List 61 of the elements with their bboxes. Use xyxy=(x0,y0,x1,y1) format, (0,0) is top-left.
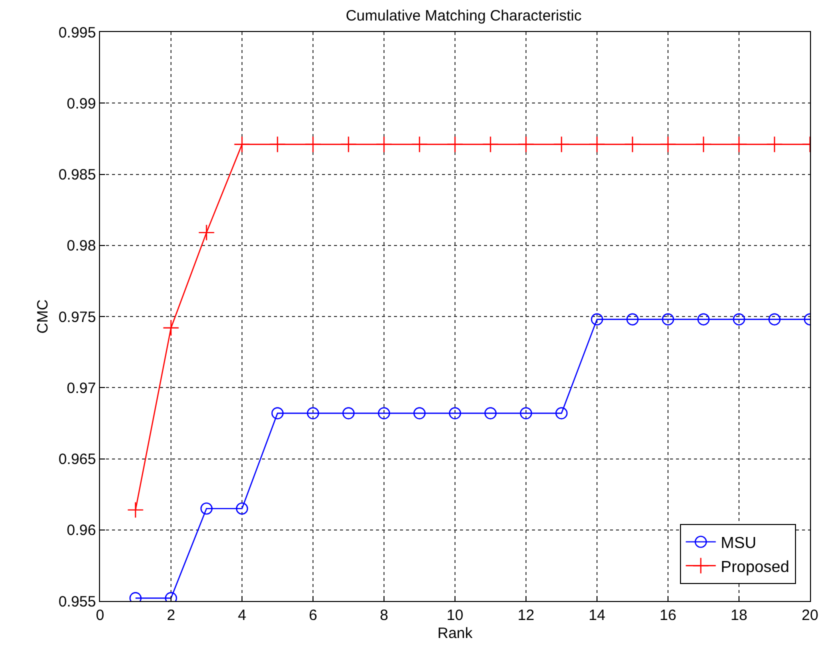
point xyxy=(446,136,464,153)
point xyxy=(482,136,499,153)
chart-title: Cumulative Matching Characteristic xyxy=(346,7,582,24)
point xyxy=(732,313,746,326)
x-tick-label: 0 xyxy=(96,607,104,624)
point xyxy=(555,407,568,420)
point xyxy=(162,320,180,336)
point xyxy=(626,313,639,326)
point xyxy=(234,136,250,153)
point xyxy=(588,136,606,153)
point xyxy=(662,313,674,326)
point xyxy=(342,407,355,420)
point xyxy=(448,407,462,420)
point xyxy=(553,136,570,153)
point xyxy=(730,136,748,153)
point xyxy=(695,136,712,153)
point xyxy=(484,407,497,420)
y-tick-label: 0.97 xyxy=(66,380,96,397)
point xyxy=(624,136,641,153)
point xyxy=(660,136,676,153)
point xyxy=(413,407,426,420)
point xyxy=(411,136,428,153)
y-tick-label: 0.99 xyxy=(66,95,96,112)
y-tick-label: 0.955 xyxy=(58,593,96,610)
x-tick-label: 16 xyxy=(660,607,676,624)
y-axis-title: CMC xyxy=(34,299,52,334)
x-tick-label: 6 xyxy=(308,607,318,624)
point xyxy=(198,224,215,241)
x-tick-label: 12 xyxy=(518,607,534,624)
x-tick-label: 10 xyxy=(446,607,464,624)
point xyxy=(306,407,320,420)
y-tick-label: 0.98 xyxy=(66,238,96,255)
point xyxy=(590,313,604,326)
point xyxy=(768,313,781,326)
y-tick-label: 0.965 xyxy=(58,451,96,468)
point xyxy=(304,136,322,153)
y-tick-label: 0.975 xyxy=(58,308,96,326)
y-tick-label: 0.995 xyxy=(58,24,96,42)
point xyxy=(269,136,286,153)
x-tick-label: 14 xyxy=(588,607,606,624)
point xyxy=(200,502,213,515)
x-tick-label: 18 xyxy=(730,607,748,624)
y-tick-label: 0.96 xyxy=(66,522,96,540)
point xyxy=(376,136,392,153)
x-tick-label: 4 xyxy=(238,607,246,624)
legend-label: MSU xyxy=(720,535,756,552)
x-tick-label: 2 xyxy=(166,607,176,624)
point xyxy=(378,407,390,420)
point xyxy=(340,136,357,153)
x-tick-label: 8 xyxy=(380,607,388,624)
legend-label: Proposed xyxy=(720,558,790,576)
point xyxy=(518,136,534,153)
point xyxy=(520,407,532,420)
point xyxy=(271,407,284,420)
y-tick-label: 0.985 xyxy=(58,166,96,184)
x-tick-label: 20 xyxy=(802,607,818,624)
point xyxy=(766,136,783,153)
x-axis-title: Rank xyxy=(437,625,473,642)
point xyxy=(697,313,710,326)
point xyxy=(236,502,248,515)
point xyxy=(127,502,144,518)
